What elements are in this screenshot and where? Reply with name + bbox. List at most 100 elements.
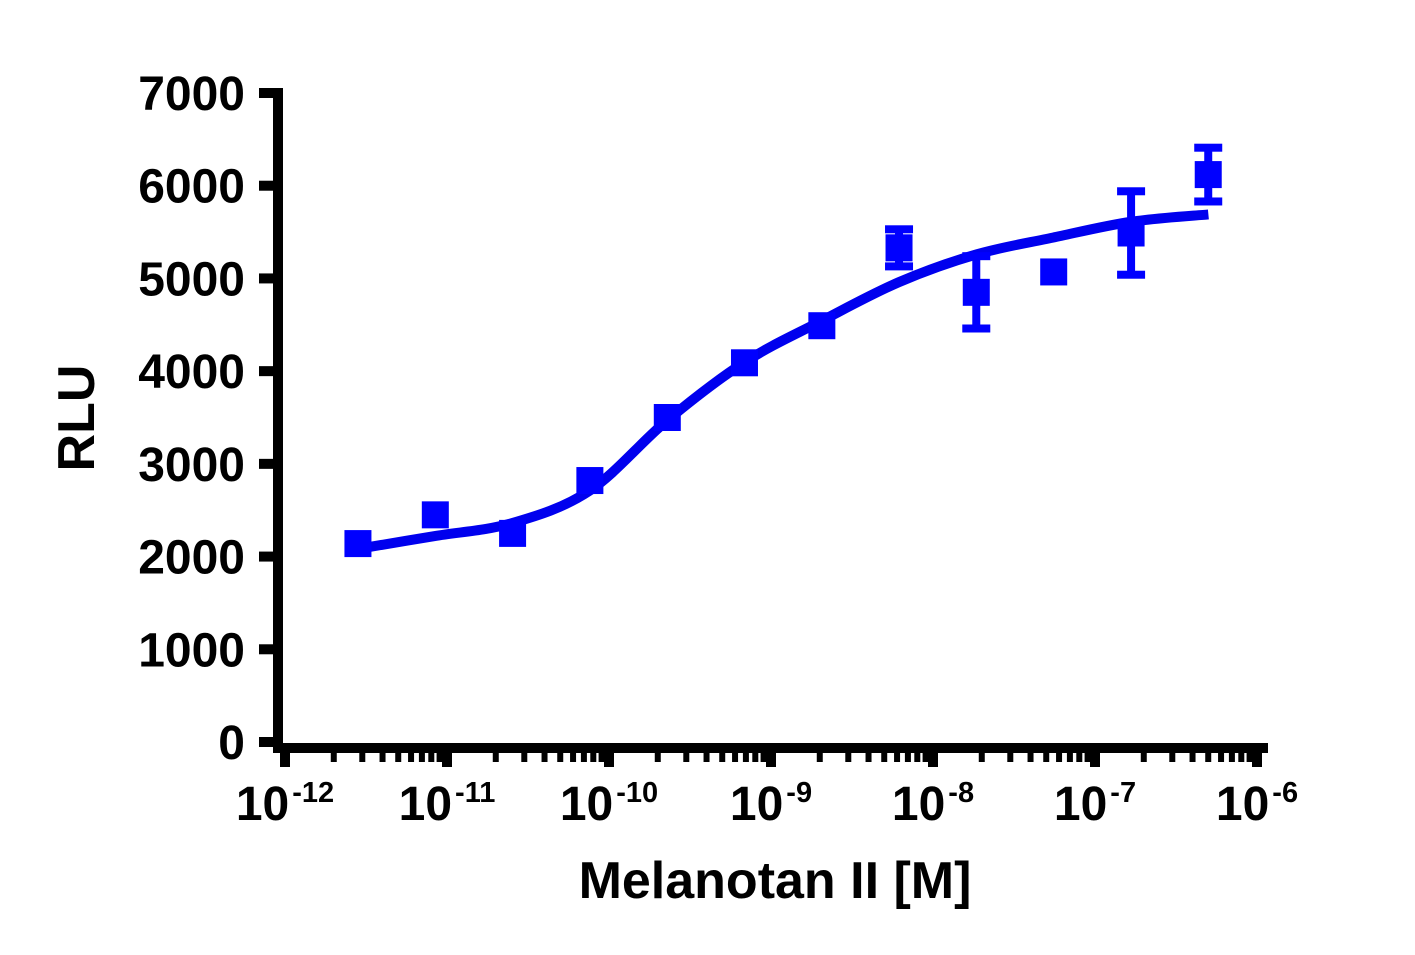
error-bar-cap-bottom [1194,197,1223,206]
y-tick [259,737,273,747]
x-minor-tick [395,753,402,762]
x-minor-tick [1007,753,1014,762]
x-minor-tick [1246,753,1253,762]
x-minor-tick [1218,753,1225,762]
x-minor-tick [1043,753,1050,762]
x-minor-tick [845,753,852,762]
x-minor-tick [492,753,499,762]
x-minor-tick [598,753,605,762]
x-major-tick [766,753,776,767]
error-bar-cap-bottom [962,324,991,333]
y-tick-label: 1000 [138,624,245,677]
x-minor-tick [683,753,690,762]
y-tick [259,88,273,98]
y-tick-label: 5000 [138,253,245,306]
error-bar-cap-top [1194,143,1223,152]
data-point-marker [344,530,372,558]
x-minor-tick [1076,753,1083,762]
x-axis-title: Melanotan II [M] [578,852,972,910]
data-point-marker [1117,219,1145,247]
x-minor-tick [590,753,597,762]
data-point-marker [808,312,836,340]
y-tick-label: 4000 [138,346,245,399]
y-axis-title: RLU [48,364,106,472]
x-minor-tick [978,753,985,762]
y-tick [259,273,273,284]
x-minor-tick [760,753,767,762]
x-major-tick [442,753,452,767]
y-tick [259,458,273,469]
x-minor-tick [904,753,911,762]
y-tick-label: 0 [218,717,245,770]
y-tick-label: 7000 [138,68,245,121]
error-bar-cap-bottom [885,262,914,271]
x-minor-tick [719,753,726,762]
x-minor-tick [1027,753,1034,762]
error-bar-cap-top [885,225,914,234]
x-minor-tick [541,753,548,762]
x-minor-tick [654,753,661,762]
x-minor-tick [1169,753,1176,762]
x-minor-tick [330,753,337,762]
y-tick-label: 6000 [138,161,245,214]
x-minor-tick [408,753,415,762]
x-minor-tick [570,753,577,762]
x-tick-label: 10 -7 [1054,777,1136,831]
x-minor-tick [580,753,587,762]
x-tick-label: 10 -8 [892,777,974,831]
x-minor-tick [752,753,759,762]
data-point-marker [1194,161,1222,189]
x-major-tick [1090,753,1100,767]
error-bar-cap-top [1117,187,1146,196]
x-minor-tick [1084,753,1091,762]
data-point-marker [730,349,758,377]
x-minor-tick [914,753,921,762]
data-point-marker [962,278,990,306]
x-minor-tick [418,753,425,762]
x-major-tick [280,753,290,767]
x-tick-label: 10 -10 [560,777,658,831]
x-major-tick [928,753,938,767]
data-point-marker [885,234,913,262]
y-tick [259,180,273,191]
x-minor-tick [428,753,435,762]
error-bar-cap-top [962,252,991,261]
y-tick [259,551,273,562]
x-minor-tick [1205,753,1212,762]
x-minor-tick [865,753,872,762]
x-tick-label: 10 -6 [1216,777,1298,831]
error-bar-cap-bottom [1117,270,1146,279]
x-minor-tick [703,753,710,762]
x-minor-tick [1228,753,1235,762]
x-minor-tick [881,753,888,762]
y-tick-label: 2000 [138,532,245,585]
fit-curve [355,209,1209,555]
data-point-marker [1040,258,1068,286]
x-minor-tick [894,753,901,762]
x-minor-tick [521,753,528,762]
data-point-marker [653,404,681,431]
y-axis-line [273,88,283,753]
x-minor-tick [1056,753,1063,762]
x-minor-tick [1238,753,1245,762]
x-axis-line [273,743,1268,753]
data-point-marker [576,467,604,495]
x-major-tick [1252,753,1262,767]
x-minor-tick [359,753,366,762]
x-minor-tick [922,753,929,762]
x-tick-label: 10 -12 [236,777,334,831]
x-minor-tick [1189,753,1196,762]
x-minor-tick [557,753,564,762]
x-minor-tick [816,753,823,762]
x-minor-tick [732,753,739,762]
data-point-marker [499,519,527,547]
x-minor-tick [1066,753,1073,762]
x-tick-label: 10 -11 [399,777,496,831]
x-minor-tick [436,753,443,762]
y-tick-label: 3000 [138,439,245,492]
x-minor-tick [1140,753,1147,762]
x-major-tick [604,753,614,767]
x-tick-label: 10 -9 [730,777,812,831]
